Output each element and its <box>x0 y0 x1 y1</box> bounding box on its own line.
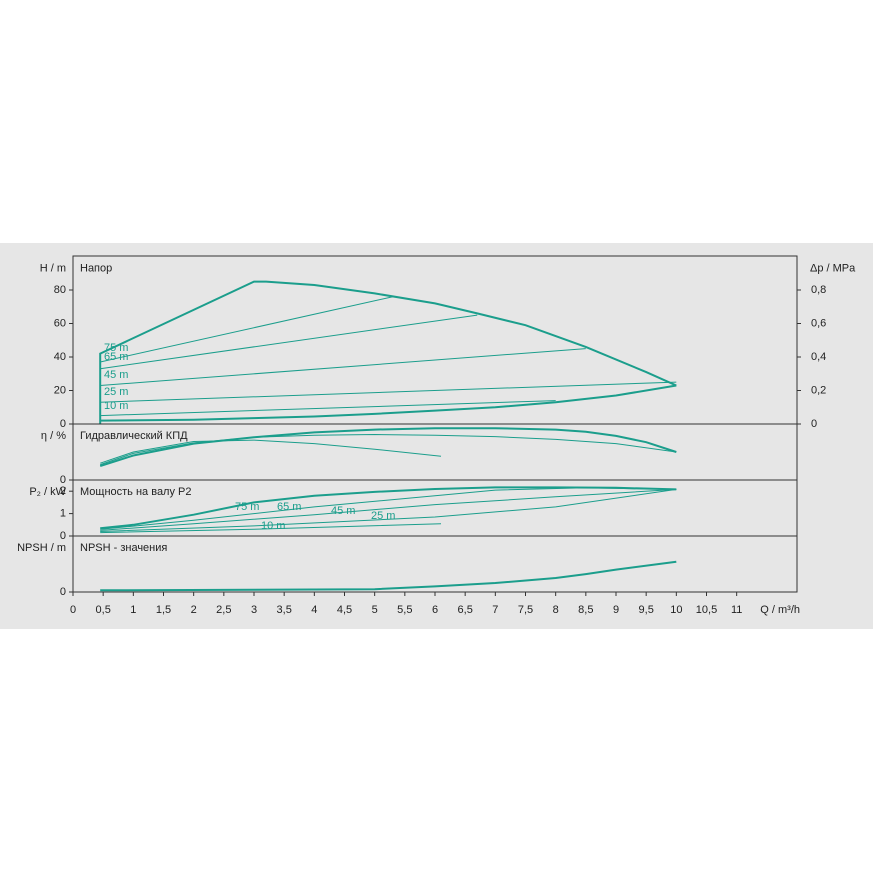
curve <box>100 384 677 422</box>
x-tick-label: 4,5 <box>337 604 352 616</box>
panel-title: NPSH - значения <box>80 542 167 554</box>
y-tick-label: 0 <box>60 474 66 486</box>
curve-label: 25 m <box>371 510 395 522</box>
x-axis-label: Q / m³/h <box>760 604 800 616</box>
x-tick-label: 0,5 <box>96 604 111 616</box>
x-tick-label: 7 <box>492 604 498 616</box>
curve <box>100 296 393 363</box>
panel-title: Мощность на валу P2 <box>80 486 192 498</box>
y-axis-label: η / % <box>41 430 66 442</box>
curve-label: 75 m <box>235 501 259 513</box>
curve <box>100 314 478 370</box>
x-tick-label: 6 <box>432 604 438 616</box>
x-tick-label: 1 <box>130 604 136 616</box>
x-tick-label: 4 <box>311 604 317 616</box>
x-tick-label: 6,5 <box>458 604 473 616</box>
y-axis-label: H / m <box>40 262 66 274</box>
y2-axis-label: Δp / MPa <box>810 262 856 274</box>
x-tick-label: 3,5 <box>277 604 292 616</box>
x-tick-label: 8 <box>553 604 559 616</box>
x-tick-label: 10 <box>670 604 682 616</box>
x-tick-label: 9 <box>613 604 619 616</box>
x-tick-label: 0 <box>70 604 76 616</box>
y-tick-label: 2 <box>60 485 66 497</box>
curve <box>99 427 677 467</box>
curve <box>100 439 442 464</box>
curve-label: 25 m <box>104 386 128 398</box>
y-axis-label: NPSH / m <box>17 542 66 554</box>
x-tick-label: 10,5 <box>696 604 717 616</box>
curve <box>100 381 677 403</box>
curve <box>100 433 677 466</box>
curve <box>100 488 677 532</box>
y-tick-label: 0 <box>60 530 66 542</box>
curve <box>99 280 677 424</box>
x-tick-label: 2,5 <box>216 604 231 616</box>
curve <box>100 486 677 530</box>
y-tick-label: 0 <box>60 418 66 430</box>
y-tick-label: 1 <box>60 508 66 520</box>
y-tick-label: 20 <box>54 384 66 396</box>
x-tick-label: 3 <box>251 604 257 616</box>
y2-tick-label: 0,6 <box>811 317 826 329</box>
curve-label: 65 m <box>277 501 301 513</box>
y-axis-label: P₂ / kW <box>29 486 66 498</box>
y2-tick-label: 0,4 <box>811 351 826 363</box>
x-tick-label: 8,5 <box>578 604 593 616</box>
x-tick-label: 9,5 <box>639 604 654 616</box>
y2-tick-label: 0 <box>811 418 817 430</box>
x-tick-label: 2 <box>191 604 197 616</box>
curve-label: 10 m <box>261 520 285 532</box>
curve-label: 65 m <box>104 351 128 363</box>
panel-title: Напор <box>80 262 112 274</box>
x-tick-label: 11 <box>731 604 742 616</box>
curve-label: 45 m <box>331 505 355 517</box>
y-tick-label: 80 <box>54 284 66 296</box>
y2-tick-label: 0,2 <box>811 384 826 396</box>
curve <box>100 487 677 530</box>
curve <box>100 560 677 592</box>
y-tick-label: 0 <box>60 586 66 598</box>
curve <box>100 488 677 531</box>
y-tick-label: 40 <box>54 351 66 363</box>
curve-label: 10 m <box>104 400 128 412</box>
curve <box>100 523 442 534</box>
x-tick-label: 7,5 <box>518 604 533 616</box>
curve-label: 45 m <box>104 369 128 381</box>
curve-label: 75 m <box>104 342 128 354</box>
curve <box>100 348 586 386</box>
x-tick-label: 5 <box>372 604 378 616</box>
y2-tick-label: 0,8 <box>811 284 826 296</box>
x-tick-label: 1,5 <box>156 604 171 616</box>
curve <box>100 400 556 417</box>
panel-title: Гидравлический КПД <box>80 430 188 442</box>
x-tick-label: 5,5 <box>397 604 412 616</box>
y-tick-label: 60 <box>54 317 66 329</box>
chart-background <box>0 243 873 629</box>
